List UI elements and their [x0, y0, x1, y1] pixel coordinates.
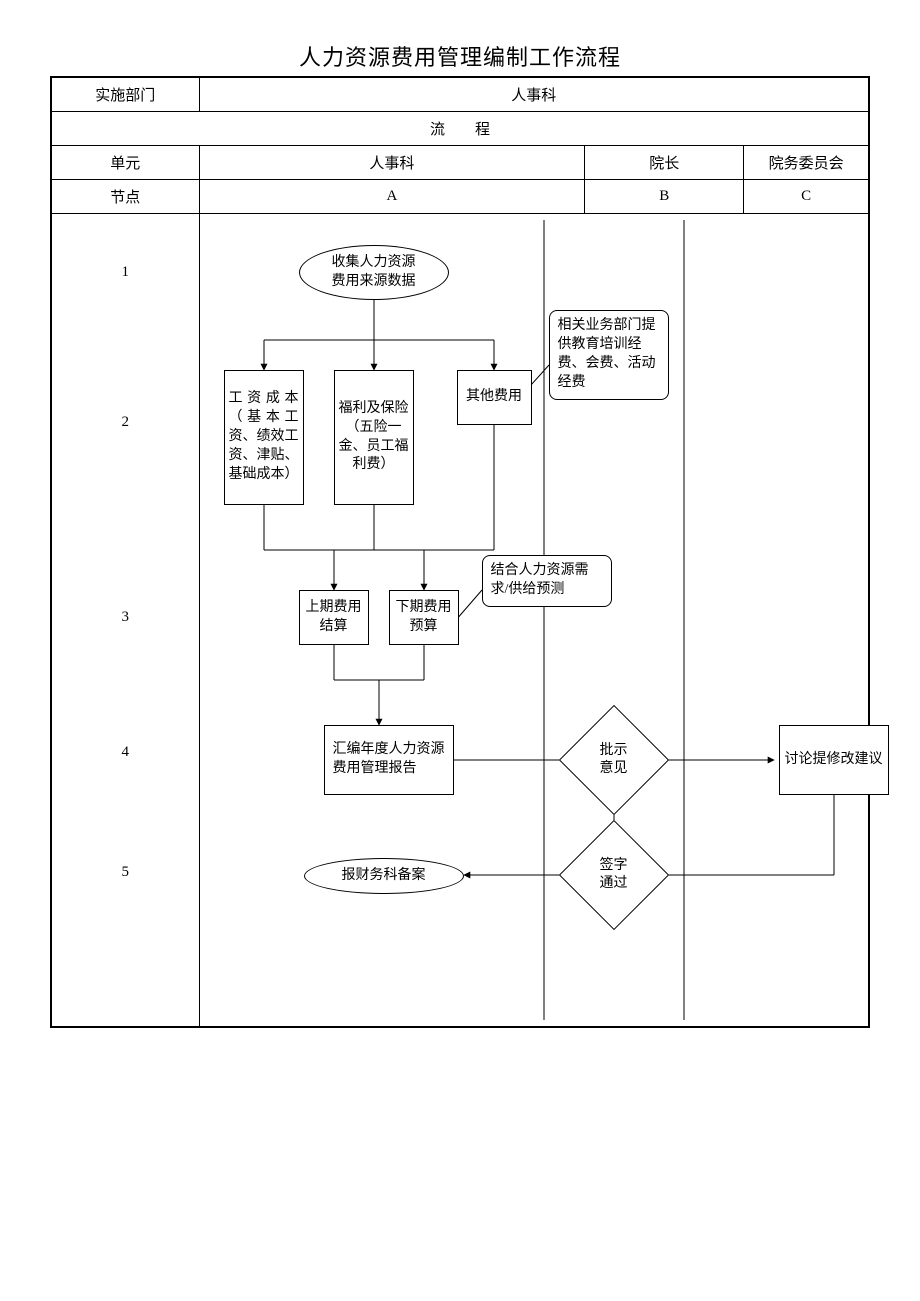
- node-annual-report: 汇编年度人力资源费用管理报告: [324, 725, 454, 795]
- node-prev-settle: 上期费用结算: [299, 590, 369, 645]
- node-welfare-label: 福利及保险（五险一金、员工福利费）: [339, 400, 409, 476]
- callout-forecast-label: 结合人力资源需求/供给预测: [491, 563, 589, 597]
- node-start: 收集人力资源 费用来源数据: [299, 245, 449, 300]
- page-title: 人力资源费用管理编制工作流程: [50, 40, 870, 72]
- callout-dept: 相关业务部门提供教育培训经费、会费、活动经费: [549, 310, 669, 400]
- node-other: 其他费用: [457, 370, 532, 425]
- node-prev-settle-label: 上期费用结算: [304, 599, 364, 637]
- flow-canvas: 收集人力资源 费用来源数据 工资成本（基本工资、绩效工资、津贴、基础成本） 福利…: [204, 220, 865, 1020]
- node-file: 报财务科备案: [304, 858, 464, 894]
- hdr-node-c: C: [744, 180, 869, 214]
- hdr-node-label: 节点: [52, 180, 200, 214]
- node-start-label: 收集人力资源 费用来源数据: [332, 254, 416, 292]
- stage-column: 1 2 3 4 5: [52, 214, 200, 1027]
- stage-2: 2: [52, 414, 199, 431]
- stage-3: 3: [52, 609, 199, 626]
- hdr-impl-dept-value: 人事科: [199, 78, 869, 112]
- hdr-unit-label: 单元: [52, 146, 200, 180]
- node-salary-label: 工资成本（基本工资、绩效工资、津贴、基础成本）: [229, 390, 299, 484]
- node-discuss: 讨论提修改建议: [779, 725, 889, 795]
- node-approve: 批示 意见: [575, 721, 653, 799]
- hdr-unit-c: 院务委员会: [744, 146, 869, 180]
- hdr-node-a: A: [199, 180, 585, 214]
- node-welfare: 福利及保险（五险一金、员工福利费）: [334, 370, 414, 505]
- node-other-label: 其他费用: [466, 388, 522, 407]
- stage-4: 4: [52, 744, 199, 761]
- hdr-unit-b: 院长: [585, 146, 744, 180]
- node-salary: 工资成本（基本工资、绩效工资、津贴、基础成本）: [224, 370, 304, 505]
- stage-1: 1: [52, 264, 199, 281]
- flow-canvas-cell: 收集人力资源 费用来源数据 工资成本（基本工资、绩效工资、津贴、基础成本） 福利…: [199, 214, 869, 1027]
- callout-forecast: 结合人力资源需求/供给预测: [482, 555, 612, 607]
- node-sign-label: 签字 通过: [575, 857, 653, 893]
- stage-5: 5: [52, 864, 199, 881]
- node-annual-report-label: 汇编年度人力资源费用管理报告: [333, 741, 449, 779]
- hdr-process-label: 流 程: [52, 112, 869, 146]
- hdr-node-b: B: [585, 180, 744, 214]
- node-next-budget: 下期费用预算: [389, 590, 459, 645]
- node-discuss-label: 讨论提修改建议: [785, 751, 883, 770]
- node-next-budget-label: 下期费用预算: [394, 599, 454, 637]
- flow-table: 实施部门 人事科 流 程 单元 人事科 院长 院务委员会 节点 A B C 1 …: [50, 76, 870, 1028]
- node-file-label: 报财务科备案: [342, 867, 426, 886]
- hdr-impl-dept-label: 实施部门: [52, 78, 200, 112]
- callout-dept-label: 相关业务部门提供教育培训经费、会费、活动经费: [558, 318, 656, 390]
- node-approve-label: 批示 意见: [575, 742, 653, 778]
- node-sign: 签字 通过: [575, 836, 653, 914]
- hdr-unit-a: 人事科: [199, 146, 585, 180]
